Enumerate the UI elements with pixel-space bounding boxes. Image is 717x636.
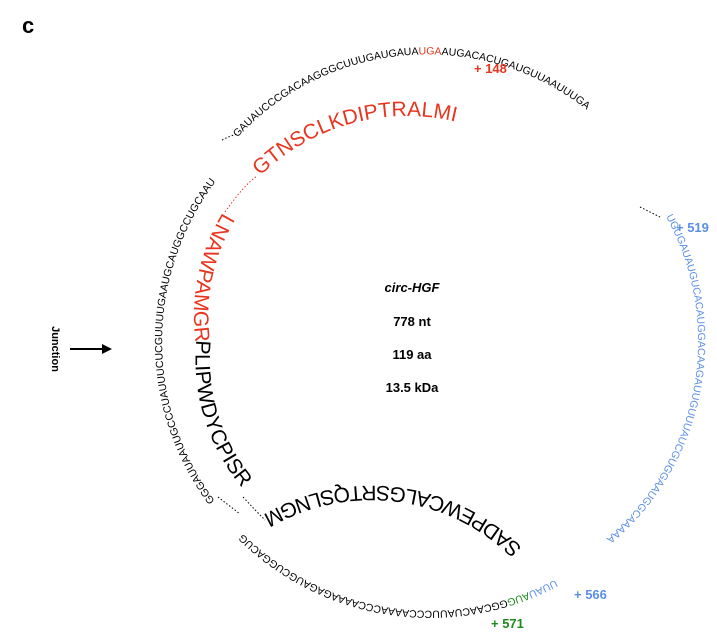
circrna-name: circ-HGF — [385, 280, 441, 295]
dotted-connector — [242, 496, 266, 521]
protein-length: 119 aa — [392, 347, 432, 362]
protein-mass: 13.5 kDa — [386, 380, 440, 395]
dotted-connector — [639, 206, 661, 218]
outer-seq-blue: UGUGAUAUGUCACAUGGACAAGAUUGUUUAUCGUGGAAUG… — [604, 212, 707, 545]
panel-label: c — [22, 13, 34, 38]
dotted-connector — [224, 175, 258, 213]
dotted-connector — [221, 133, 238, 141]
peptide-red-left: LNAWPAMGR — [189, 210, 239, 343]
circrna-length: 778 nt — [393, 314, 431, 329]
dotted-connector — [217, 496, 241, 515]
position-571: + 571 — [491, 616, 524, 631]
junction-marker: Junction — [49, 326, 112, 372]
outer-seq-top: GAUAUCCCGACAAGGGCUUUGAUGAUAUGAAUGACACUGA… — [231, 45, 592, 139]
position-148: + 148 — [474, 61, 507, 76]
peptide-black-bottom: SADPEWCALGSRTQSLNGM — [260, 481, 525, 561]
position-566: + 566 — [574, 587, 607, 602]
junction-label: Junction — [49, 326, 61, 372]
position-519: + 519 — [676, 220, 709, 235]
outer-seq-left: GGGAUUAAUUGCCCUAUUUCUCGUUUUGAAUGCAUGGCCU… — [0, 0, 218, 506]
peptide-red-top: GTNSCLKDIPTRALMI — [248, 98, 459, 180]
junction-arrowhead-icon — [102, 344, 112, 354]
